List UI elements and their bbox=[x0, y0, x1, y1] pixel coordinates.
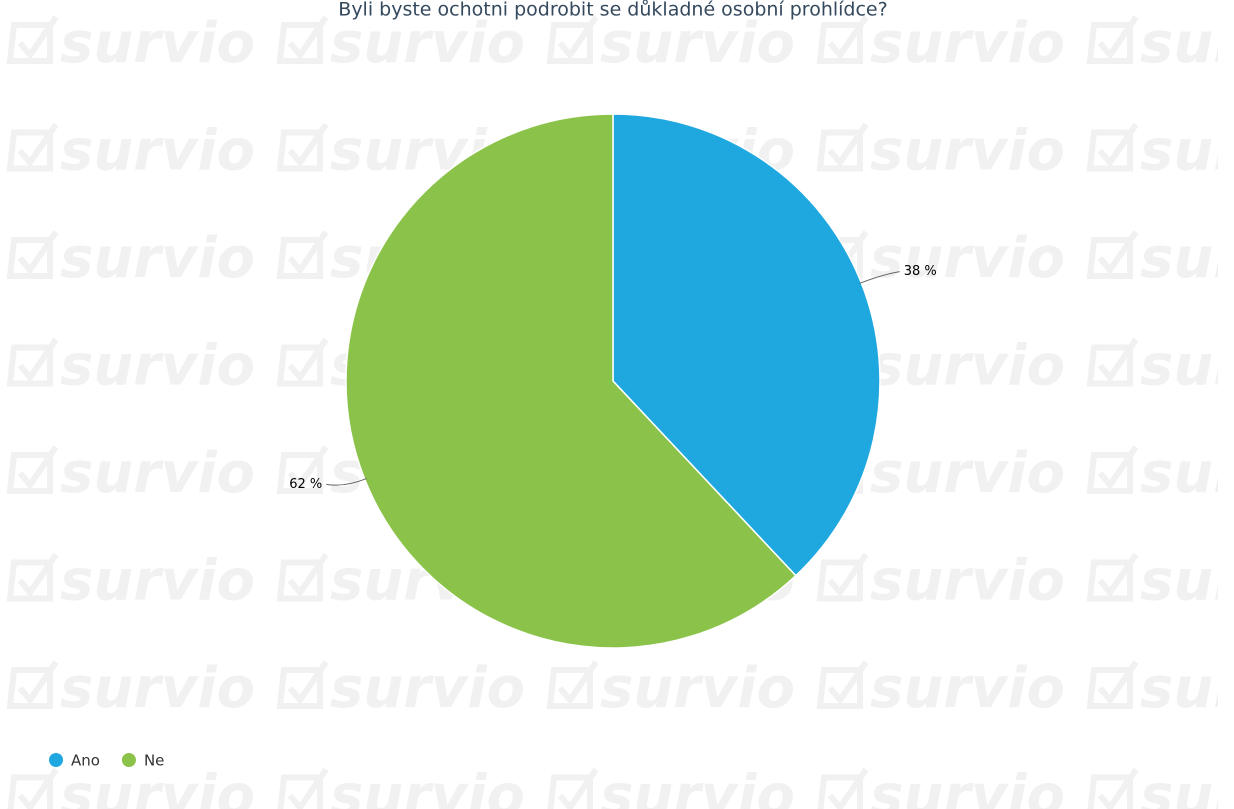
watermark-icon bbox=[817, 767, 869, 809]
watermark-text: survio bbox=[1140, 119, 1234, 184]
watermark-icon bbox=[6, 122, 59, 172]
watermark-icon bbox=[276, 15, 329, 64]
watermark-text: survio bbox=[870, 656, 1065, 721]
watermark-text: survio bbox=[60, 764, 255, 809]
watermark-icon bbox=[546, 660, 599, 709]
watermark-text: survio bbox=[870, 334, 1065, 399]
watermark-text: survio bbox=[1140, 226, 1234, 291]
watermark-text: survio bbox=[330, 656, 525, 721]
watermark-text: survio bbox=[870, 11, 1065, 76]
watermark-icon bbox=[1086, 552, 1139, 602]
watermark-icon bbox=[6, 552, 59, 602]
watermark-icon bbox=[277, 767, 329, 809]
data-label: 38 % bbox=[904, 264, 937, 279]
watermark-text: survio bbox=[1140, 549, 1234, 614]
watermark-text: survio bbox=[870, 441, 1065, 506]
watermark-text: survio bbox=[1140, 11, 1234, 76]
watermark-text: survio bbox=[870, 226, 1065, 291]
watermark-text: survio bbox=[870, 549, 1065, 614]
watermark-icon bbox=[6, 230, 59, 279]
watermark-icon bbox=[1086, 660, 1139, 709]
watermark-icon bbox=[1086, 122, 1139, 172]
watermark-icon bbox=[816, 15, 869, 64]
watermark-icon bbox=[1087, 767, 1139, 809]
watermark-text: survio bbox=[600, 764, 795, 809]
watermark-icon bbox=[6, 15, 59, 64]
watermark-text: survio bbox=[330, 11, 525, 76]
watermark-icon bbox=[1086, 337, 1139, 387]
watermark-icon bbox=[546, 15, 599, 64]
watermark-text: survio bbox=[60, 11, 255, 76]
watermark-text: survio bbox=[60, 656, 255, 721]
watermark-text: survio bbox=[60, 226, 255, 291]
watermark-icon bbox=[7, 767, 59, 809]
label-connector bbox=[326, 478, 367, 486]
watermark-icon bbox=[816, 552, 869, 602]
watermark-icon bbox=[1086, 15, 1139, 64]
watermark-icon bbox=[816, 122, 869, 172]
watermark-text: survio bbox=[60, 549, 255, 614]
watermark-text: survio bbox=[60, 334, 255, 399]
watermark-text: survio bbox=[60, 441, 255, 506]
watermark-icon bbox=[276, 552, 329, 602]
watermark-text: survio bbox=[1140, 764, 1234, 809]
legend-marker bbox=[49, 753, 63, 767]
legend-label: Ne bbox=[144, 752, 164, 770]
watermark-text: survio bbox=[600, 656, 795, 721]
watermark-icon bbox=[1086, 445, 1139, 494]
watermark-icon bbox=[276, 122, 329, 172]
watermark-icon bbox=[547, 767, 599, 809]
watermark-text: survio bbox=[1140, 334, 1234, 399]
watermark-icon bbox=[816, 660, 869, 709]
watermark-text: survio bbox=[600, 11, 795, 76]
chart-title: Byli byste ochotni podrobit se důkladné … bbox=[338, 0, 887, 21]
watermark-icon bbox=[276, 337, 329, 387]
watermark-icon bbox=[276, 445, 329, 494]
legend-label: Ano bbox=[71, 752, 100, 770]
watermark-text: survio bbox=[330, 764, 525, 809]
watermark-text: survio bbox=[870, 764, 1065, 809]
label-connector bbox=[859, 271, 900, 284]
watermark-icon bbox=[1086, 230, 1139, 279]
data-label: 62 % bbox=[289, 477, 322, 492]
watermark-text: survio bbox=[1140, 656, 1234, 721]
watermark-icon bbox=[276, 230, 329, 279]
watermark-text: survio bbox=[870, 119, 1065, 184]
watermark-icon bbox=[6, 337, 59, 387]
watermark-text: survio bbox=[60, 119, 255, 184]
watermark-icon bbox=[6, 445, 59, 494]
legend-marker bbox=[121, 753, 136, 767]
watermark-text: survio bbox=[1140, 441, 1234, 506]
watermark-icon bbox=[6, 660, 59, 709]
watermark-icon bbox=[276, 660, 329, 709]
